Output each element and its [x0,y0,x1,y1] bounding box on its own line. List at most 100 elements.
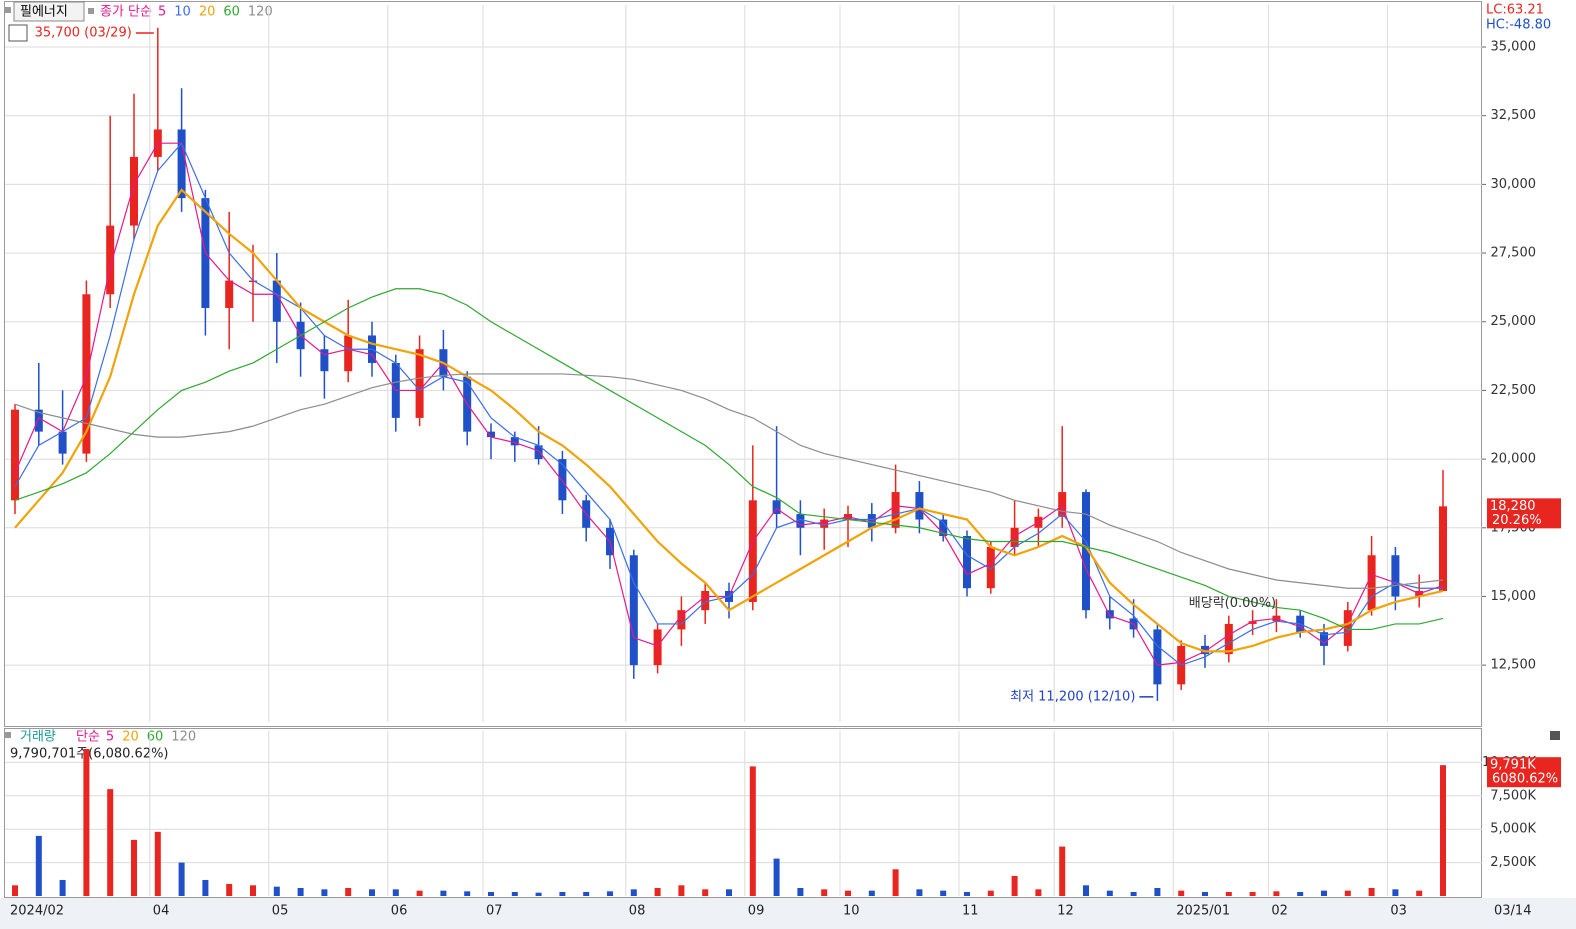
candle-body [1010,527,1019,548]
x-tick-label: 06 [391,904,408,919]
candle-body [1224,623,1233,655]
volume-bar [607,891,613,896]
candle-body [225,280,234,309]
x-tick-label: 04 [153,904,170,919]
volume-bar [892,869,899,896]
volume-bar [1154,887,1161,896]
legend-entry: 10 [174,5,191,20]
candle-body [534,445,543,460]
candle-body [1439,506,1447,591]
volume-bar [154,831,161,896]
price-pane-border [4,1,1482,727]
volume-legend-icon [5,732,11,738]
corner-label: LC:63.21 [1486,3,1544,18]
volume-bar [1392,889,1399,896]
volume-bar [1416,890,1423,896]
candle-body [1343,610,1352,646]
candle-body [653,629,662,666]
volume-bar [1273,891,1280,896]
volume-bar [797,887,804,896]
volume-tag-label: 9,791K [1490,758,1536,773]
candle-body [820,519,829,528]
volume-bar [654,887,661,896]
volume-bar [702,889,709,896]
x-tick-label: 12 [1057,904,1074,919]
volume-bar [1106,890,1113,896]
volume-bar [35,835,42,896]
volume-legend-entry: 60 [147,730,164,745]
candle-body [963,536,971,589]
volume-tag [1487,757,1561,788]
volume-bar [821,889,828,896]
volume-bar [1440,765,1446,896]
x-tick-label: 10 [843,904,860,919]
candle-body [249,280,257,283]
volume-bar [845,890,851,896]
legend-title: 종가 단순 [100,5,152,20]
ma-line [14,188,1444,653]
y-tick-label: 30,000 [1491,177,1537,192]
volume-bar [987,890,994,896]
annotation: 배당락(0.00%) [1189,596,1276,611]
ticker[interactable]: 필에너지 [20,5,68,20]
volume-subtitle: 단순 [76,730,100,745]
candle-body [939,519,948,537]
candle-body [558,459,567,501]
volume-bar [464,891,471,896]
candle-body [106,225,115,295]
ma-line [14,142,1443,666]
volume-title: 거래량 [20,730,56,745]
volume-bar [1202,891,1208,896]
volume-bar [250,885,256,896]
candle-body [320,349,329,372]
volume-bar [511,891,518,896]
candle-body [130,156,138,226]
candle-body [1082,492,1090,611]
x-tick-label: 08 [629,904,646,919]
candle-body [344,335,353,372]
volume-bar [226,883,233,896]
volume-bar [1178,890,1185,896]
corner-label: HC:-48.80 [1486,18,1551,33]
legend-entry: 120 [248,5,273,20]
price-tag-label: 18,280 [1490,499,1536,514]
y-tick-label: 12,500 [1491,658,1537,673]
volume-bar [1225,891,1232,896]
candle-body [1201,645,1209,655]
x-tick-label: 2025/01 [1176,904,1230,919]
pane-close[interactable] [1550,731,1560,740]
legend-entry: 20 [199,5,216,20]
volume-bar [868,890,875,896]
volume-bar [297,887,304,896]
ticker-button[interactable] [13,1,85,22]
table-icon[interactable] [8,24,28,42]
candle-body [891,492,900,528]
x-tick-label: 02 [1271,904,1288,919]
volume-bar [1035,889,1042,896]
volume-bar [488,891,494,896]
candle-body [986,547,995,589]
volume-bar [1368,887,1375,896]
volume-bar [440,890,447,896]
x-tick-label: 05 [272,904,289,919]
volume-bar [726,889,732,896]
volume-bar [1130,891,1137,896]
candle-body [1105,610,1114,619]
candle-body [629,555,638,666]
y-tick-label: 35,000 [1491,40,1537,55]
candle-body [1391,555,1400,597]
candle-body [1248,621,1257,624]
volume-bar [916,889,923,896]
volume-bar [630,889,637,896]
volume-bar [559,891,566,896]
legend-entry: 5 [158,5,166,20]
annotation: 35,700 (03/29) [35,26,132,41]
volume-bar [1344,890,1351,896]
candle-body [772,500,781,515]
candle-body [677,610,686,630]
volume-bar [583,891,590,896]
legend-icon [88,8,94,14]
volume-bar [59,879,66,896]
